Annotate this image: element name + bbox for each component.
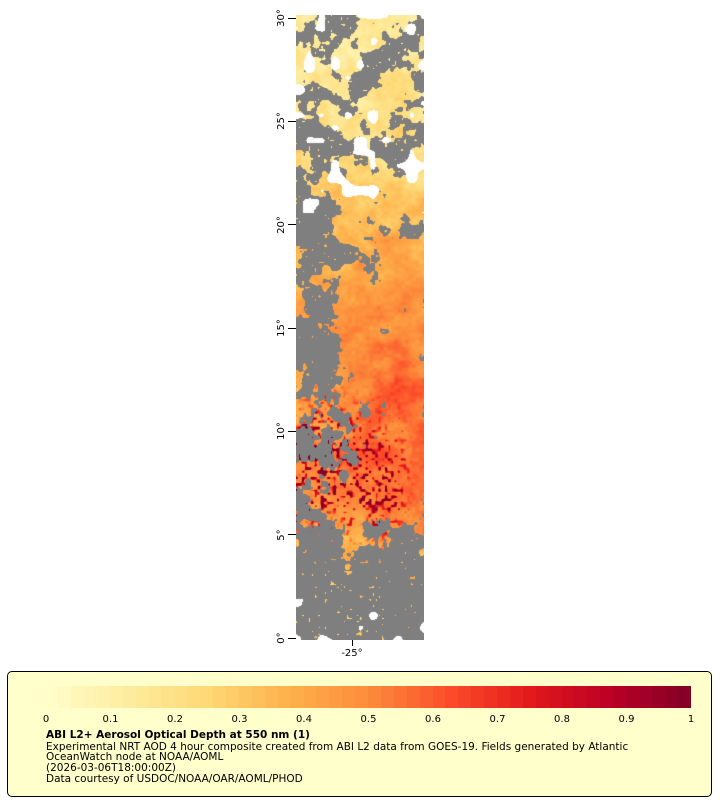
colorbar-tick-label: 0.5 <box>360 714 377 725</box>
y-axis-tick <box>288 17 296 19</box>
colorbar-tick-label: 0.3 <box>231 714 248 725</box>
caption-timestamp: (2026-03-06T18:00:00Z) <box>46 762 176 774</box>
y-axis-tick <box>288 327 296 329</box>
colorbar-tick-label: 0.8 <box>554 714 570 725</box>
x-axis-tick <box>352 640 353 646</box>
caption-description-line1: Experimental NRT AOD 4 hour composite cr… <box>46 741 629 753</box>
y-axis-tick-label: 10° <box>276 422 287 441</box>
y-axis-tick <box>288 224 296 226</box>
colorbar-tick-label: 0.4 <box>296 714 312 725</box>
y-axis-tick-label: 20° <box>276 215 287 234</box>
y-axis-tick-label: 30° <box>276 9 287 27</box>
colorbar-tick-label: 0.1 <box>102 714 119 725</box>
colorbar-tick-label: 0.9 <box>618 714 635 725</box>
caption-title: ABI L2+ Aerosol Optical Depth at 550 nm … <box>46 729 310 741</box>
y-axis-tick-label: 15° <box>276 319 287 337</box>
caption-description-line2: OceanWatch node at NOAA/AOML <box>46 751 224 763</box>
colorbar-gradient <box>46 686 691 708</box>
colorbar-tick-label: 0.6 <box>425 714 441 725</box>
colorbar-tick-label: 0.2 <box>167 714 183 725</box>
legend-box: 0 0.1 0.2 0.3 0.4 0.5 0.6 0.7 0.8 0.9 1 ABI L2+ Ae… <box>7 671 712 797</box>
caption-credit: Data courtesy of USDOC/NOAA/OAR/AOML/PHO… <box>46 773 303 785</box>
y-axis-tick-label: 25° <box>276 112 287 131</box>
x-axis-tick-label: -25° <box>341 648 363 659</box>
y-axis-tick <box>288 430 296 432</box>
y-axis-tick-label: 5° <box>276 528 287 541</box>
y-axis-tick <box>288 534 296 536</box>
aod-map-canvas <box>296 15 424 640</box>
y-axis-tick-label: 0° <box>276 632 287 644</box>
colorbar-tick-label: 0 <box>42 714 50 725</box>
y-axis-tick <box>288 637 296 639</box>
y-axis-tick <box>288 120 296 122</box>
colorbar-tick-label: 0.7 <box>489 714 506 725</box>
colorbar-tick-label: 1 <box>687 714 695 725</box>
